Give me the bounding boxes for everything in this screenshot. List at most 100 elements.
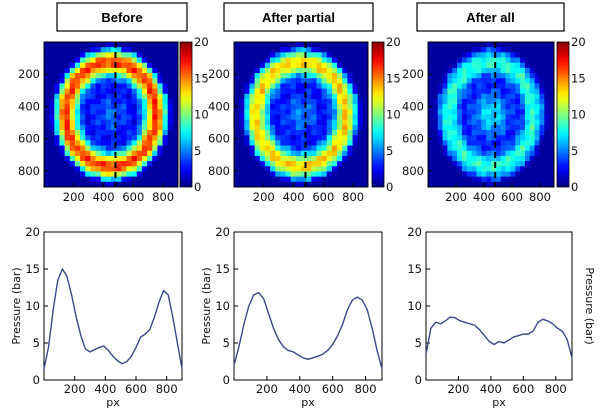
x-tick-label: 200 (63, 190, 85, 204)
y-tick-label: 600 (18, 132, 40, 146)
y-tick-label: 20 (25, 225, 40, 239)
data-point (317, 355, 319, 357)
colorbar-tick-label: 20 (386, 35, 401, 49)
plot-frame (233, 231, 383, 381)
data-point (144, 333, 146, 335)
data-point (459, 320, 461, 322)
panel-title-box (223, 2, 374, 32)
data-point (107, 349, 109, 351)
data-point (84, 348, 86, 350)
data-point (57, 279, 59, 281)
x-tick-label: 600 (512, 382, 534, 396)
heatmap-field (44, 42, 179, 188)
data-point (61, 268, 64, 270)
y-tick-label: 0 (223, 373, 230, 387)
data-point (176, 342, 178, 344)
data-point (253, 294, 255, 296)
data-point (469, 323, 471, 325)
data-point (98, 346, 100, 349)
data-point (435, 321, 437, 323)
colorbar-tick-label: 10 (571, 108, 586, 122)
x-tick-label: 200 (253, 190, 275, 204)
data-point (48, 346, 50, 348)
y-tick-label: 0 (415, 373, 422, 387)
data-point (117, 360, 119, 362)
data-point (332, 343, 334, 346)
data-point (454, 317, 456, 319)
data-point (80, 335, 82, 337)
x-axis-label: px (301, 396, 315, 409)
colorbar-tick-label: 5 (386, 144, 393, 158)
y-tick-label: 400 (402, 99, 424, 113)
data-point (52, 309, 54, 311)
data-point (140, 336, 142, 338)
data-point (376, 349, 378, 351)
data-point (322, 353, 324, 355)
colorbar-tick-label: 15 (194, 71, 209, 85)
plot-frame (43, 41, 179, 188)
data-point (444, 320, 447, 322)
data-point (89, 351, 91, 353)
data-point (153, 316, 155, 318)
y-tick-label: 5 (415, 336, 422, 350)
colorbar (556, 41, 570, 188)
data-point (488, 340, 490, 343)
x-tick-label: 400 (289, 382, 311, 396)
data-point (267, 312, 270, 314)
y-tick-label: 800 (208, 164, 230, 178)
data-point (498, 340, 500, 343)
data-point (556, 327, 559, 329)
y-tick-label: 400 (208, 99, 230, 113)
x-axis-label: px (492, 396, 506, 409)
data-point (381, 368, 383, 370)
y-axis-label: Pressure (bar) (200, 267, 213, 344)
x-tick-label: 400 (480, 382, 502, 396)
data-point (517, 335, 520, 337)
x-tick-label: 200 (447, 382, 469, 396)
data-point (337, 335, 339, 337)
data-point (135, 346, 137, 349)
x-tick-label: 400 (94, 382, 116, 396)
data-point (75, 316, 77, 318)
data-point (527, 333, 529, 335)
data-point (158, 301, 160, 303)
data-point (566, 338, 568, 340)
colorbar-tick-label: 20 (194, 35, 209, 49)
data-point (483, 335, 485, 337)
data-point (440, 323, 442, 325)
y-tick-label: 10 (215, 299, 230, 313)
y-tick-label: 600 (402, 132, 424, 146)
x-tick-label: 400 (93, 190, 115, 204)
x-tick-label: 800 (355, 382, 377, 396)
data-point (163, 289, 165, 292)
data-point (94, 349, 96, 351)
data-point (474, 324, 476, 326)
y-axis-label: Pressure (bar) (583, 267, 596, 344)
data-point (537, 321, 539, 323)
data-point (238, 346, 240, 348)
heatmap-field (234, 42, 369, 188)
x-tick-label: 600 (125, 382, 147, 396)
data-point (449, 316, 451, 318)
x-tick-label: 400 (283, 190, 305, 204)
x-tick-label: 800 (545, 382, 567, 396)
data-point (307, 358, 309, 360)
data-point (508, 339, 510, 341)
data-point (71, 294, 73, 296)
panel-title: After all (466, 10, 514, 25)
x-tick-label: 600 (322, 382, 344, 396)
x-tick-label: 200 (64, 382, 86, 396)
panel-title-box (56, 2, 188, 32)
plot-frame (43, 231, 183, 381)
y-tick-label: 800 (18, 164, 40, 178)
plot-frame (425, 231, 573, 381)
data-point (248, 305, 250, 307)
heatmap-field (428, 42, 555, 188)
colorbar-tick-label: 20 (571, 35, 586, 49)
data-point (282, 346, 284, 348)
data-point (478, 329, 481, 331)
data-point (233, 364, 235, 366)
colorbar-tick-label: 0 (571, 180, 578, 194)
data-point (272, 327, 275, 329)
data-point (103, 345, 105, 347)
